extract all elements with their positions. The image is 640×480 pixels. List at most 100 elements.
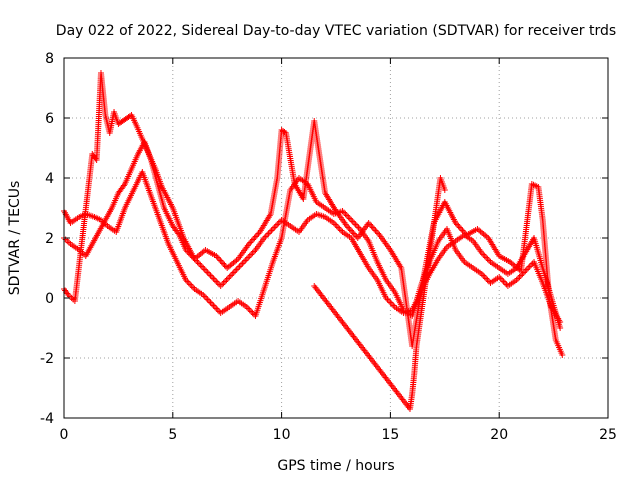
- data-point: [222, 278, 229, 285]
- data-point: [210, 302, 217, 309]
- data-point: [229, 271, 236, 277]
- data-point: [190, 284, 197, 291]
- data-point: [252, 233, 259, 240]
- x-axis-label: GPS time / hours: [277, 458, 394, 474]
- data-point: [516, 274, 523, 280]
- data-point: [483, 254, 490, 261]
- data-point: [216, 256, 223, 262]
- data-point: [246, 253, 253, 259]
- data-point: [335, 224, 342, 231]
- data-point: [250, 236, 257, 243]
- data-point: [214, 280, 221, 286]
- data-point: [249, 310, 256, 316]
- data-point: [237, 262, 244, 268]
- data-point: [272, 223, 279, 229]
- y-tick-label: 0: [45, 291, 54, 307]
- data-point: [269, 226, 276, 232]
- y-tick-label: -2: [40, 351, 54, 367]
- data-point: [211, 304, 218, 310]
- data-point: [338, 227, 345, 234]
- data-point: [188, 283, 195, 289]
- series-track-b: [61, 169, 564, 325]
- data-point: [218, 259, 225, 265]
- data-point: [528, 262, 535, 268]
- data-point: [207, 272, 214, 279]
- data-point: [441, 187, 448, 193]
- data-point: [559, 352, 566, 358]
- data-point: [223, 277, 230, 283]
- y-axis-ticks: -4 -2 0 2 4 6 8: [40, 51, 608, 427]
- data-point: [230, 269, 237, 276]
- data-point: [254, 232, 261, 238]
- data-point: [203, 268, 210, 274]
- data-point: [557, 325, 564, 331]
- data-point: [387, 299, 394, 306]
- data-point: [233, 266, 240, 273]
- data-point: [243, 256, 250, 262]
- data-point: [201, 266, 208, 273]
- data-point: [206, 298, 213, 304]
- data-point: [240, 259, 247, 265]
- data-point: [194, 259, 201, 265]
- data-point: [195, 260, 202, 267]
- data-point: [525, 265, 532, 271]
- data-point: [232, 268, 239, 274]
- data-point: [268, 227, 275, 234]
- data-point: [340, 209, 347, 216]
- data-point: [217, 283, 224, 289]
- data-point: [354, 223, 361, 229]
- data-point: [347, 227, 354, 234]
- data-point: [497, 275, 504, 282]
- y-tick-label: 8: [45, 51, 54, 67]
- data-point: [236, 263, 243, 270]
- data-point: [343, 212, 350, 219]
- data-point: [515, 275, 522, 282]
- data-point: [352, 232, 359, 238]
- data-point: [245, 254, 252, 261]
- data-point: [526, 263, 533, 270]
- data-point: [264, 232, 271, 238]
- x-tick-label: 5: [168, 427, 177, 443]
- data-point: [211, 277, 218, 283]
- data-point: [480, 251, 487, 258]
- data-point: [210, 275, 217, 282]
- data-point: [520, 269, 527, 276]
- data-point: [219, 281, 226, 288]
- data-point: [226, 274, 233, 280]
- data-point: [220, 280, 227, 286]
- data-point: [227, 272, 234, 279]
- data-point: [368, 223, 375, 229]
- data-point: [207, 299, 214, 306]
- data-point: [333, 223, 340, 229]
- data-point: [251, 235, 258, 241]
- data-point: [198, 263, 205, 270]
- data-point: [351, 220, 358, 226]
- data-point: [220, 260, 227, 267]
- data-point: [224, 275, 231, 282]
- data-points: [61, 70, 566, 412]
- x-tick-label: 15: [381, 427, 399, 443]
- data-point: [185, 280, 192, 286]
- data-point: [208, 301, 215, 307]
- data-point: [455, 223, 462, 229]
- data-point: [458, 226, 465, 232]
- data-point: [346, 226, 353, 232]
- data-point: [483, 275, 490, 282]
- data-point: [332, 221, 339, 228]
- data-point: [456, 224, 463, 231]
- data-point: [217, 257, 224, 264]
- data-point: [523, 266, 530, 273]
- y-tick-label: 4: [45, 171, 54, 187]
- data-point: [348, 217, 355, 223]
- data-point: [265, 230, 272, 237]
- data-point: [239, 260, 246, 267]
- data-point: [197, 262, 204, 268]
- data-point: [390, 302, 397, 309]
- data-point: [204, 269, 211, 276]
- data-point: [187, 281, 194, 288]
- data-point: [266, 229, 273, 235]
- data-point: [385, 298, 392, 304]
- series-outliers: [311, 175, 448, 412]
- data-point: [208, 274, 215, 280]
